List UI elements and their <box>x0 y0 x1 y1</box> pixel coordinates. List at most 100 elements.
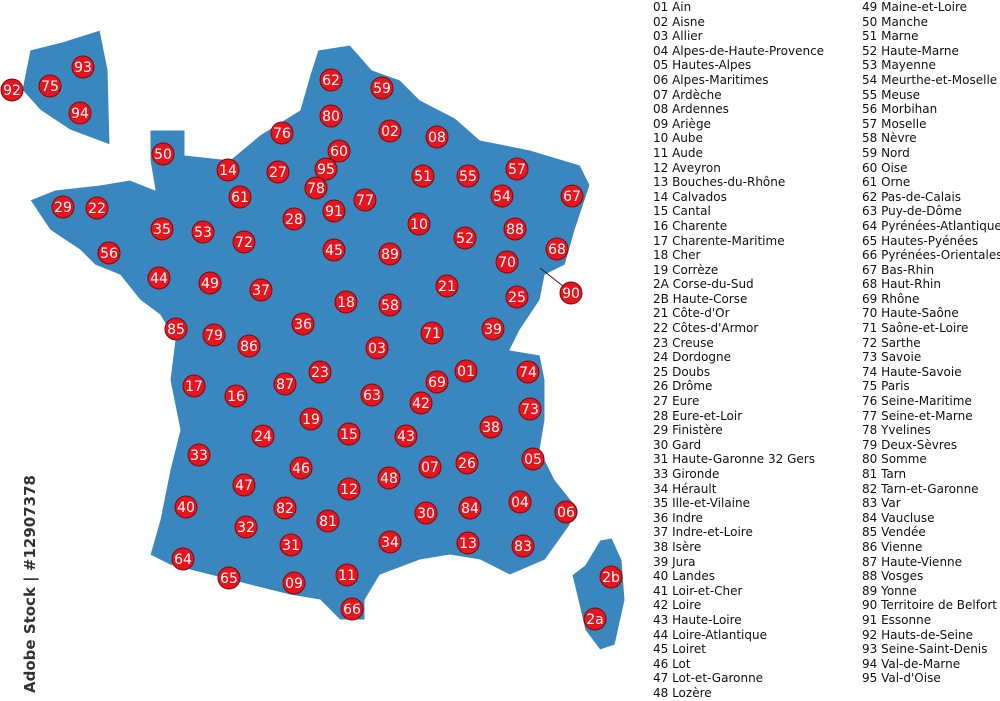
department-marker-72: 72 <box>232 230 256 254</box>
department-marker-47: 47 <box>232 473 256 497</box>
marker-circle <box>599 565 623 589</box>
marker-label: 29 <box>54 200 72 216</box>
marker-circle <box>38 74 62 98</box>
marker-circle <box>454 359 478 383</box>
legend-item: 69 Rhône <box>862 291 920 306</box>
department-marker-85: 85 <box>164 317 188 341</box>
marker-label: 2b <box>602 570 620 586</box>
legend-item: 15 Cantal <box>653 204 711 219</box>
marker-label: 70 <box>498 255 516 271</box>
department-marker-08: 08 <box>425 125 449 149</box>
marker-circle <box>164 317 188 341</box>
marker-circle <box>299 407 323 431</box>
department-marker-50: 50 <box>151 142 175 166</box>
legend-item: 79 Deux-Sèvres <box>862 437 958 452</box>
legend-item: 90 Territoire de Belfort <box>862 598 997 613</box>
department-marker-05: 05 <box>521 447 545 471</box>
department-marker-35: 35 <box>150 217 174 241</box>
department-marker-37: 37 <box>249 278 273 302</box>
legend-item: 06 Alpes-Maritimes <box>653 72 769 87</box>
legend-item: 62 Pas-de-Calais <box>862 189 962 204</box>
marker-label: 37 <box>252 283 270 299</box>
marker-label: 66 <box>343 602 361 618</box>
marker-label: 21 <box>438 279 456 295</box>
marker-label: 84 <box>461 501 479 517</box>
department-marker-87: 87 <box>273 372 297 396</box>
legend-item: 72 Sarthe <box>862 335 921 350</box>
legend-item: 73 Savoie <box>862 350 922 365</box>
marker-circle <box>414 501 438 525</box>
marker-circle <box>266 160 290 184</box>
marker-circle <box>495 250 519 274</box>
department-marker-83: 83 <box>511 534 535 558</box>
department-marker-23: 23 <box>308 360 332 384</box>
department-marker-28: 28 <box>282 207 306 231</box>
marker-label: 50 <box>154 147 172 163</box>
marker-label: 94 <box>71 106 89 122</box>
legend-item: 66 Pyrénées-Orientales <box>862 248 1000 263</box>
marker-label: 02 <box>381 124 399 140</box>
marker-label: 19 <box>302 412 320 428</box>
legend-item: 47 Lot-et-Garonne <box>653 671 764 686</box>
marker-circle <box>216 158 240 182</box>
marker-circle <box>289 456 313 480</box>
legend-item: 80 Somme <box>862 452 927 467</box>
legend-item: 61 Orne <box>862 175 911 190</box>
marker-circle <box>316 509 340 533</box>
department-marker-77: 77 <box>353 188 377 212</box>
department-marker-74: 74 <box>516 360 540 384</box>
department-marker-92: 92 <box>0 78 24 102</box>
marker-label: 05 <box>524 452 542 468</box>
department-marker-49: 49 <box>198 271 222 295</box>
legend-item: 64 Pyrénées-Atlantiques <box>862 218 1000 233</box>
department-marker-59: 59 <box>370 76 394 100</box>
department-marker-54: 54 <box>490 184 514 208</box>
marker-label: 90 <box>562 286 580 302</box>
marker-label: 45 <box>325 243 343 259</box>
marker-circle <box>249 278 273 302</box>
marker-label: 32 <box>237 520 255 536</box>
department-marker-81: 81 <box>316 509 340 533</box>
department-marker-56: 56 <box>97 241 121 265</box>
department-marker-95: 95 <box>314 157 338 181</box>
marker-circle <box>174 495 198 519</box>
marker-circle <box>251 424 275 448</box>
department-marker-2a: 2a <box>583 607 607 631</box>
marker-label: 13 <box>459 536 477 552</box>
department-marker-29: 29 <box>51 195 75 219</box>
marker-circle <box>456 531 480 555</box>
marker-circle <box>458 496 482 520</box>
marker-circle <box>191 220 215 244</box>
department-marker-79: 79 <box>202 323 226 347</box>
department-marker-32: 32 <box>234 515 258 539</box>
marker-label: 91 <box>325 204 343 220</box>
legend-item: 08 Ardennes <box>653 102 729 117</box>
paris-inset-shape <box>21 29 111 146</box>
marker-circle <box>327 139 351 163</box>
marker-circle <box>68 101 92 125</box>
marker-label: 31 <box>282 538 300 554</box>
marker-circle <box>314 157 338 181</box>
marker-circle <box>505 285 529 309</box>
department-marker-76: 76 <box>270 121 294 145</box>
department-marker-33: 33 <box>187 443 211 467</box>
marker-circle <box>0 78 24 102</box>
marker-label: 74 <box>519 365 537 381</box>
marker-label: 67 <box>563 189 581 205</box>
department-marker-39: 39 <box>481 317 505 341</box>
marker-circle <box>418 455 442 479</box>
department-marker-34: 34 <box>378 530 402 554</box>
marker-label: 77 <box>356 193 374 209</box>
department-marker-40: 40 <box>174 495 198 519</box>
legend-item: 43 Haute-Loire <box>653 612 742 627</box>
legend-item: 88 Vosges <box>862 569 924 584</box>
marker-label: 65 <box>220 571 238 587</box>
department-marker-93: 93 <box>71 55 95 79</box>
legend-item: 2A Corse-du-Sud <box>653 277 754 292</box>
marker-label: 57 <box>508 162 526 178</box>
marker-circle <box>518 397 542 421</box>
legend-item: 63 Puy-de-Dôme <box>862 204 962 219</box>
department-marker-15: 15 <box>337 422 361 446</box>
department-marker-84: 84 <box>458 496 482 520</box>
